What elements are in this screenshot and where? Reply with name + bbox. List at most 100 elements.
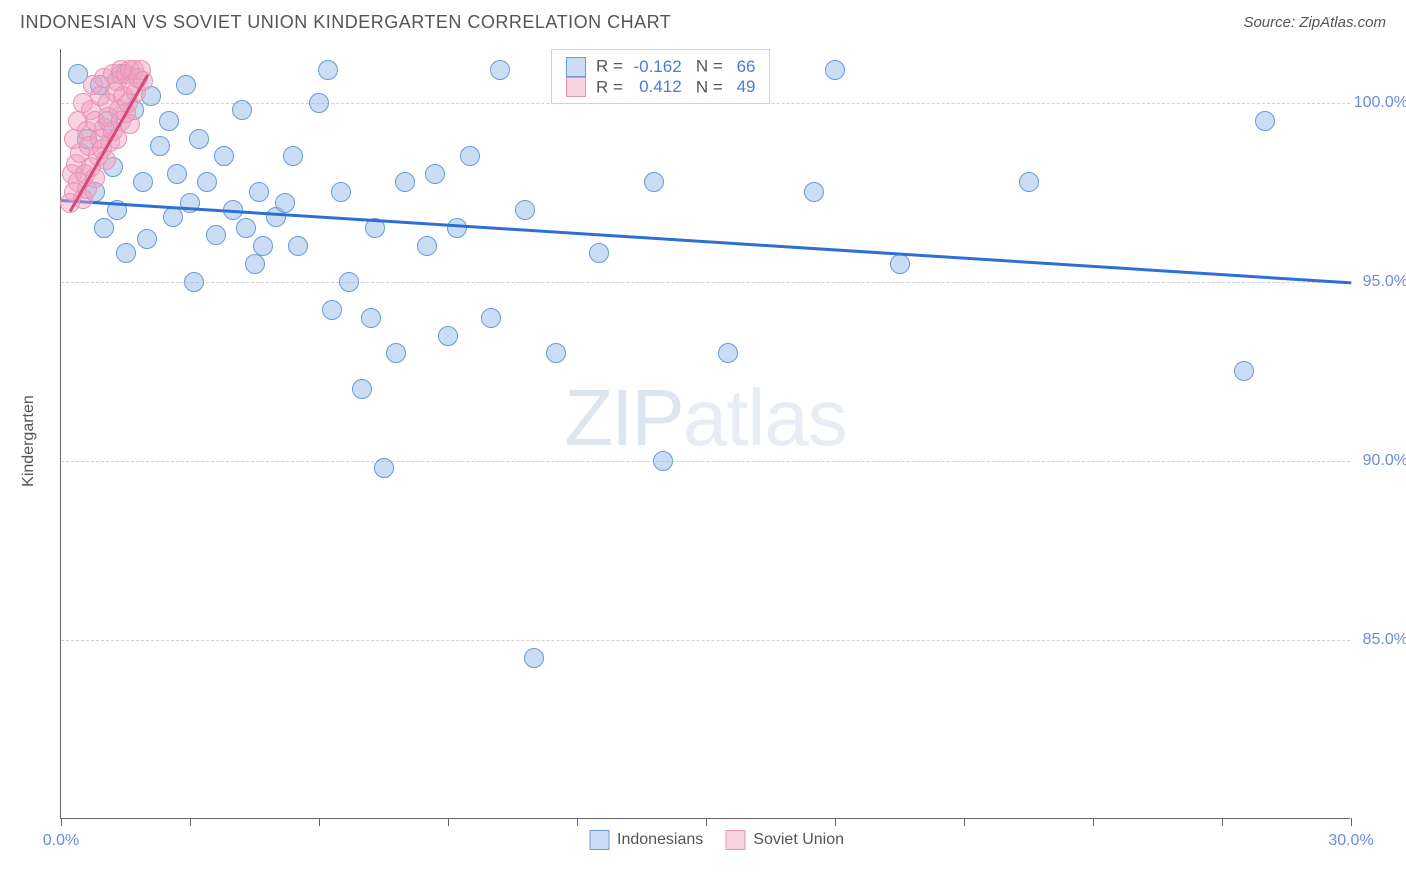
scatter-point xyxy=(425,164,445,184)
stat-r-label: R = xyxy=(596,77,628,96)
chart-header: INDONESIAN VS SOVIET UNION KINDERGARTEN … xyxy=(0,0,1406,41)
stats-legend-box: R = -0.162 N = 66R = 0.412 N = 49 xyxy=(551,49,770,104)
scatter-point xyxy=(322,300,342,320)
scatter-point xyxy=(653,451,673,471)
stat-r-value: -0.162 xyxy=(628,57,682,77)
x-tick xyxy=(1093,818,1094,826)
scatter-point xyxy=(275,193,295,213)
scatter-point xyxy=(197,172,217,192)
x-tick xyxy=(577,818,578,826)
scatter-point xyxy=(438,326,458,346)
scatter-point xyxy=(460,146,480,166)
scatter-point xyxy=(288,236,308,256)
watermark-zip: ZIP xyxy=(564,373,682,462)
stat-n-value: 49 xyxy=(727,77,755,97)
x-tick xyxy=(706,818,707,826)
scatter-point xyxy=(159,111,179,131)
scatter-point xyxy=(644,172,664,192)
scatter-point xyxy=(167,164,187,184)
legend-label: Indonesians xyxy=(617,831,703,848)
scatter-point xyxy=(386,343,406,363)
legend-label: Soviet Union xyxy=(753,831,844,848)
series-legend: Indonesians Soviet Union xyxy=(567,830,844,850)
scatter-point xyxy=(214,146,234,166)
stat-r-label: R = xyxy=(596,57,628,76)
scatter-point xyxy=(232,100,252,120)
scatter-point xyxy=(184,272,204,292)
gridline xyxy=(61,640,1350,641)
scatter-point xyxy=(331,182,351,202)
x-tick-label: 30.0% xyxy=(1328,832,1373,850)
gridline xyxy=(61,461,1350,462)
plot-area: ZIPatlas R = -0.162 N = 66R = 0.412 N = … xyxy=(60,49,1350,819)
scatter-point xyxy=(133,172,153,192)
scatter-point xyxy=(447,218,467,238)
scatter-point xyxy=(361,308,381,328)
stat-r-value: 0.412 xyxy=(628,77,682,97)
source-label: Source: ZipAtlas.com xyxy=(1243,14,1386,31)
scatter-point xyxy=(890,254,910,274)
scatter-point xyxy=(189,129,209,149)
x-tick xyxy=(964,818,965,826)
scatter-point xyxy=(490,60,510,80)
scatter-point xyxy=(1255,111,1275,131)
x-tick xyxy=(1351,818,1352,826)
scatter-point xyxy=(94,218,114,238)
scatter-point xyxy=(1019,172,1039,192)
scatter-point xyxy=(253,236,273,256)
y-axis-label: Kindergarten xyxy=(20,395,38,487)
watermark-atlas: atlas xyxy=(683,373,847,462)
legend-swatch xyxy=(725,830,745,850)
stat-n-label: N = xyxy=(682,57,728,76)
stat-row: R = -0.162 N = 66 xyxy=(566,56,755,77)
scatter-point xyxy=(718,343,738,363)
scatter-point xyxy=(589,243,609,263)
y-tick-label: 85.0% xyxy=(1363,631,1406,649)
x-tick-label: 0.0% xyxy=(43,832,79,850)
scatter-point xyxy=(417,236,437,256)
scatter-point xyxy=(339,272,359,292)
y-tick-label: 90.0% xyxy=(1363,452,1406,470)
scatter-point xyxy=(245,254,265,274)
watermark: ZIPatlas xyxy=(564,372,846,464)
stat-row: R = 0.412 N = 49 xyxy=(566,77,755,98)
scatter-point xyxy=(395,172,415,192)
scatter-point xyxy=(318,60,338,80)
stat-n-label: N = xyxy=(682,77,728,96)
legend-swatch xyxy=(566,57,586,77)
y-tick-label: 95.0% xyxy=(1363,273,1406,291)
scatter-point xyxy=(352,379,372,399)
scatter-point xyxy=(163,207,183,227)
scatter-point xyxy=(825,60,845,80)
legend-swatch xyxy=(589,830,609,850)
gridline xyxy=(61,282,1350,283)
scatter-point xyxy=(249,182,269,202)
x-tick xyxy=(61,818,62,826)
scatter-point xyxy=(546,343,566,363)
scatter-point xyxy=(481,308,501,328)
scatter-point xyxy=(137,229,157,249)
scatter-point xyxy=(150,136,170,156)
chart-title: INDONESIAN VS SOVIET UNION KINDERGARTEN … xyxy=(20,12,671,33)
scatter-point xyxy=(176,75,196,95)
x-tick xyxy=(319,818,320,826)
x-tick xyxy=(835,818,836,826)
x-tick xyxy=(448,818,449,826)
scatter-point xyxy=(374,458,394,478)
gridline xyxy=(61,103,1350,104)
x-tick xyxy=(190,818,191,826)
scatter-point xyxy=(116,243,136,263)
scatter-point xyxy=(804,182,824,202)
scatter-point xyxy=(206,225,226,245)
legend-swatch xyxy=(566,77,586,97)
scatter-point xyxy=(309,93,329,113)
scatter-point xyxy=(283,146,303,166)
x-tick xyxy=(1222,818,1223,826)
scatter-point xyxy=(1234,361,1254,381)
stat-n-value: 66 xyxy=(727,57,755,77)
scatter-point xyxy=(524,648,544,668)
scatter-point xyxy=(515,200,535,220)
y-tick-label: 100.0% xyxy=(1354,94,1406,112)
scatter-point xyxy=(236,218,256,238)
chart-container: Kindergarten ZIPatlas R = -0.162 N = 66R… xyxy=(0,41,1406,883)
